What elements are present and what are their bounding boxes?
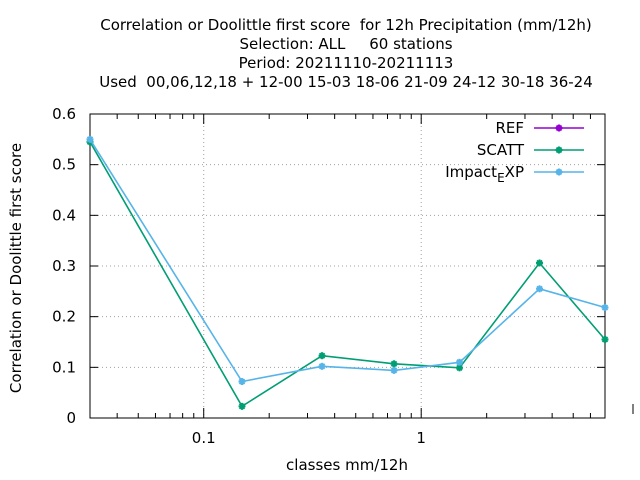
data-point	[86, 135, 94, 143]
tick-marks: 0 0.1 0.2 0.3 0.4 0.5 0.6 0.1 1	[52, 105, 634, 447]
legend-marker	[555, 168, 563, 176]
y-tick-label: 0	[66, 409, 76, 427]
plot-frame	[89, 113, 606, 419]
series-line-scatt	[89, 141, 606, 408]
y-tick-label: 0.1	[52, 358, 76, 376]
x-tick-label: 1	[416, 429, 426, 447]
legend-label: ImpactEXP	[445, 163, 524, 185]
y-tick-label: 0.2	[52, 308, 76, 326]
grid-lines	[90, 114, 605, 418]
series-lines	[86, 135, 609, 410]
data-point	[318, 362, 326, 370]
title-line-3: Period: 20211110-20211113	[238, 54, 454, 72]
title-line-2: Selection: ALL 60 stations	[239, 35, 453, 53]
data-point	[238, 378, 246, 386]
legend-label: REF	[495, 119, 524, 137]
data-point	[318, 352, 326, 360]
y-tick-label: 0.4	[52, 206, 76, 224]
legend-label: SCATT	[477, 141, 525, 159]
axes	[89, 113, 606, 419]
series-line-impact_exp	[89, 138, 606, 383]
data-point	[536, 259, 544, 267]
data-point	[390, 366, 398, 374]
y-tick-label: 0.3	[52, 257, 76, 275]
y-tick-label: 0.5	[52, 156, 76, 174]
title-line-1: Correlation or Doolittle first score for…	[100, 16, 592, 34]
legend: REF SCATT ImpactEXP	[445, 119, 584, 185]
data-point	[536, 285, 544, 293]
data-point	[601, 335, 609, 343]
data-point	[601, 304, 609, 312]
legend-marker	[555, 124, 563, 132]
y-tick-label: 0.6	[52, 105, 76, 123]
data-point	[456, 358, 464, 366]
legend-marker	[555, 146, 563, 154]
chart-title: Correlation or Doolittle first score for…	[0, 16, 640, 92]
data-point	[238, 402, 246, 410]
data-point	[390, 360, 398, 368]
x-tick-label: 0.1	[192, 429, 216, 447]
title-line-4: Used 00,06,12,18 + 12-00 15-03 18-06 21-…	[99, 73, 593, 91]
x-axis-label: classes mm/12h	[286, 456, 408, 474]
